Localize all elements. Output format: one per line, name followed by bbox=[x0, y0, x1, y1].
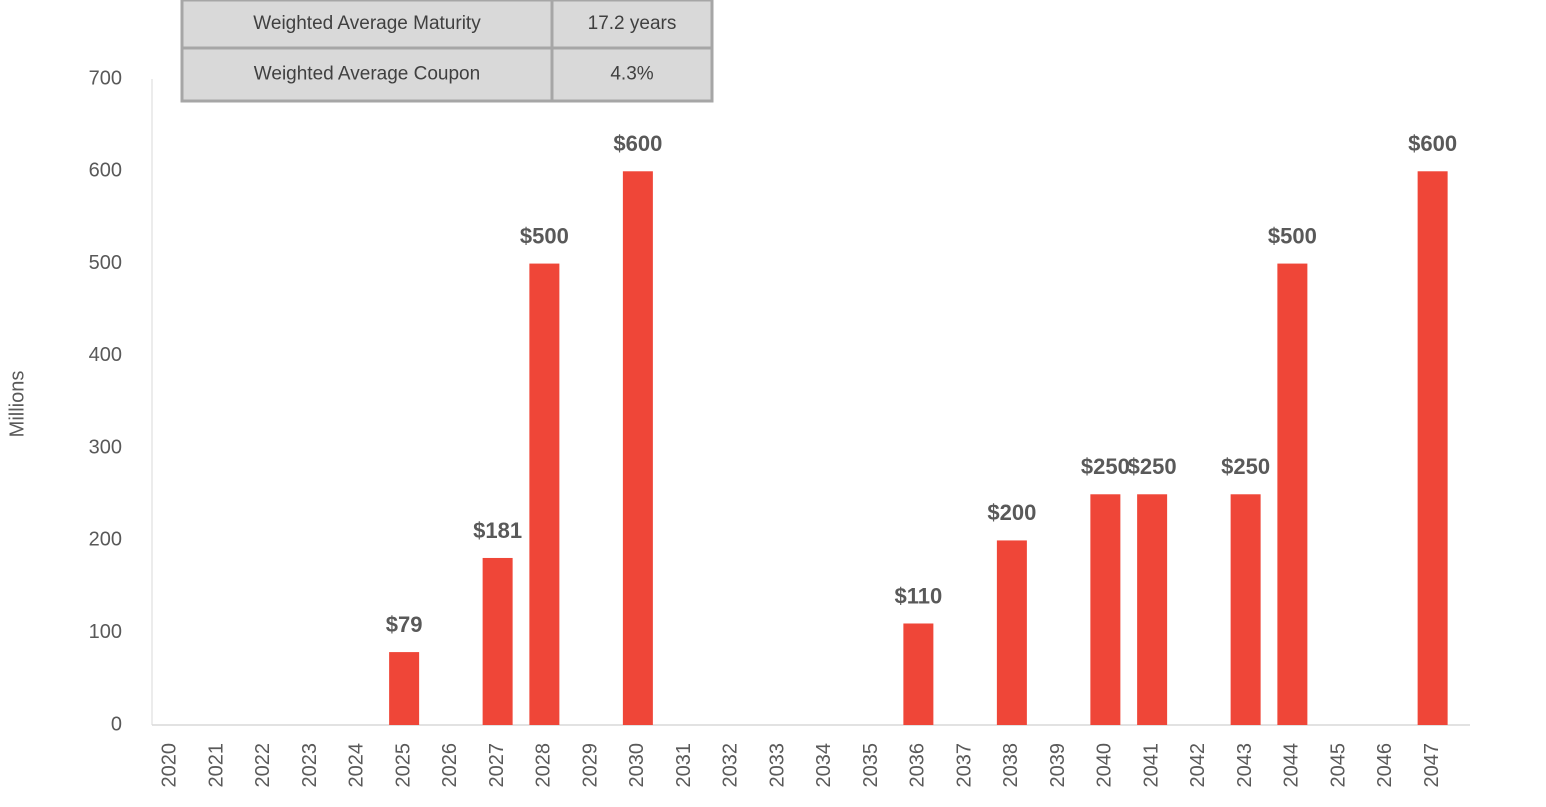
x-tick-label: 2044 bbox=[1281, 743, 1303, 788]
bar bbox=[1417, 171, 1448, 726]
x-tick-label: 2020 bbox=[159, 743, 181, 788]
y-axis-label: Millions bbox=[6, 371, 28, 438]
x-tick-label: 2027 bbox=[486, 743, 508, 788]
value-label: $500 bbox=[520, 223, 569, 248]
y-tick-label: 0 bbox=[111, 713, 122, 735]
x-tick-label: 2024 bbox=[346, 743, 368, 788]
x-tick-label: 2045 bbox=[1327, 743, 1349, 788]
x-tick-label: 2021 bbox=[205, 743, 227, 788]
x-tick-label: 2039 bbox=[1047, 743, 1069, 788]
y-tick-label: 100 bbox=[89, 621, 122, 643]
y-tick-label: 300 bbox=[89, 436, 122, 458]
x-tick-label: 2026 bbox=[439, 743, 461, 788]
value-label: $181 bbox=[473, 518, 522, 543]
x-tick-label: 2034 bbox=[813, 743, 835, 788]
x-tick-label: 2043 bbox=[1234, 743, 1256, 788]
value-label: $250 bbox=[1221, 454, 1270, 479]
x-tick-label: 2046 bbox=[1374, 743, 1396, 788]
table-cell: Weighted Average Coupon bbox=[254, 64, 480, 85]
x-tick-label: 2042 bbox=[1187, 743, 1209, 788]
table-bg bbox=[180, 0, 714, 103]
value-label: $600 bbox=[613, 131, 662, 156]
value-label: $250 bbox=[1081, 454, 1130, 479]
value-label: $500 bbox=[1268, 223, 1317, 248]
bar bbox=[389, 652, 420, 725]
x-tick-label: 2041 bbox=[1140, 743, 1162, 788]
bar bbox=[903, 623, 934, 725]
x-tick-label: 2032 bbox=[720, 743, 742, 788]
x-tick-label: 2031 bbox=[673, 743, 695, 788]
value-label: $79 bbox=[386, 612, 423, 637]
bar bbox=[996, 540, 1027, 725]
bar bbox=[1277, 263, 1308, 725]
x-tick-label: 2023 bbox=[299, 743, 321, 788]
x-tick-label: 2033 bbox=[766, 743, 788, 788]
bar bbox=[529, 263, 560, 725]
x-tick-label: 2047 bbox=[1421, 743, 1443, 788]
x-tick-label: 2036 bbox=[907, 743, 929, 788]
bar bbox=[622, 171, 653, 726]
y-tick-label: 700 bbox=[89, 67, 122, 89]
value-label: $250 bbox=[1128, 454, 1177, 479]
x-tick-label: 2025 bbox=[392, 743, 414, 788]
x-tick-label: 2022 bbox=[252, 743, 274, 788]
bar bbox=[1137, 494, 1168, 725]
value-label: $110 bbox=[895, 583, 943, 608]
value-label: $200 bbox=[987, 500, 1036, 525]
y-tick-label: 200 bbox=[89, 529, 122, 551]
y-tick-label: 600 bbox=[89, 160, 122, 182]
table-cell: Weighted Average Maturity bbox=[253, 13, 481, 34]
bar bbox=[1230, 494, 1261, 725]
x-tick-label: 2038 bbox=[1000, 743, 1022, 788]
table-cell: 17.2 years bbox=[588, 13, 677, 34]
x-tick-label: 2040 bbox=[1094, 743, 1116, 788]
table-cell: 4.3% bbox=[610, 64, 653, 85]
x-tick-label: 2035 bbox=[860, 743, 882, 788]
bar bbox=[1090, 494, 1121, 725]
x-tick-label: 2028 bbox=[533, 743, 555, 788]
y-tick-label: 400 bbox=[89, 344, 122, 366]
y-tick-label: 500 bbox=[89, 252, 122, 274]
bar bbox=[482, 557, 513, 725]
x-tick-label: 2037 bbox=[953, 743, 975, 788]
x-tick-label: 2030 bbox=[626, 743, 648, 788]
value-label: $600 bbox=[1408, 131, 1457, 156]
x-tick-label: 2029 bbox=[579, 743, 601, 788]
